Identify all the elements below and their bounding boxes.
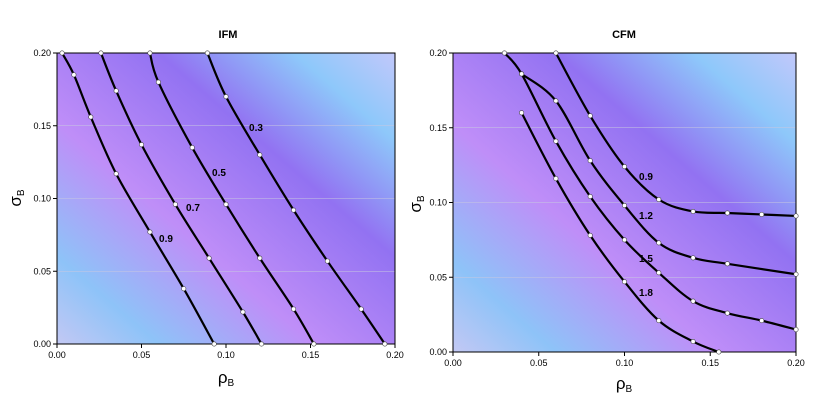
data-point — [716, 349, 722, 355]
data-point — [690, 298, 696, 304]
contour-label: 0.3 — [249, 123, 263, 134]
contour-label: 0.5 — [212, 168, 226, 179]
y-tick-label: 0.15 — [33, 121, 51, 131]
data-point — [724, 210, 730, 216]
x-tick-label: 0.05 — [530, 358, 548, 368]
data-point — [155, 79, 161, 85]
contour-label: 0.9 — [159, 234, 173, 245]
data-point — [621, 164, 627, 170]
chart-panel-cfm: CFM 0.00 0.05 0.10 0.15 0.20 0.00 0.05 0.10 0.15 0… — [406, 29, 805, 395]
data-point — [724, 310, 730, 316]
data-point — [519, 110, 525, 116]
data-point — [656, 197, 662, 203]
y-tick-label: 0.20 — [33, 48, 51, 58]
data-point — [656, 240, 662, 246]
x-tick-label: 0.00 — [48, 350, 66, 360]
data-point — [759, 318, 765, 324]
data-point — [113, 88, 119, 94]
chart-panel-ifm: IFM 0.00 0.05 0.10 0.15 0.20 0.00 0.05 0.10 0.15 0… — [6, 29, 404, 389]
y-axis-label: σB — [406, 195, 427, 213]
data-point — [587, 158, 593, 164]
data-point — [291, 306, 297, 312]
contour-label: 0.7 — [186, 203, 200, 214]
x-axis-label: ρB — [218, 368, 235, 389]
data-point — [240, 309, 246, 315]
data-point — [501, 50, 507, 56]
data-point — [553, 138, 559, 144]
x-tick-label: 0.20 — [787, 358, 805, 368]
data-point — [382, 341, 388, 347]
data-point — [587, 113, 593, 119]
contour-label: 0.9 — [639, 172, 653, 183]
x-tick-label: 0.15 — [701, 358, 719, 368]
x-tick-label: 0.20 — [386, 350, 404, 360]
data-point — [690, 255, 696, 261]
data-point — [358, 306, 364, 312]
data-point — [59, 50, 65, 56]
data-point — [98, 50, 104, 56]
data-point — [257, 152, 263, 158]
data-point — [553, 98, 559, 104]
data-point — [324, 258, 330, 264]
data-point — [621, 279, 627, 285]
data-point — [724, 261, 730, 267]
y-tick-label: 0.10 — [33, 194, 51, 204]
contour-label: 1.5 — [639, 254, 653, 265]
x-tick-label: 0.15 — [302, 350, 320, 360]
x-tick-label: 0.10 — [217, 350, 235, 360]
contour-label: 1.2 — [639, 211, 653, 222]
data-point — [88, 114, 94, 120]
data-point — [587, 232, 593, 238]
data-point — [793, 327, 799, 333]
y-tick-label: 0.10 — [429, 198, 447, 208]
y-tick-label: 0.00 — [429, 347, 447, 357]
data-point — [690, 208, 696, 214]
data-point — [257, 255, 263, 261]
chart-title: CFM — [612, 29, 636, 41]
data-point — [553, 50, 559, 56]
data-point — [656, 318, 662, 324]
contour-label: 1.8 — [639, 288, 653, 299]
data-point — [223, 201, 229, 207]
data-point — [258, 341, 264, 347]
series-line-1.5 — [503, 53, 796, 331]
data-point — [181, 286, 187, 292]
data-point — [291, 207, 297, 213]
y-tick-label: 0.15 — [429, 123, 447, 133]
data-point — [206, 255, 212, 261]
data-point — [172, 201, 178, 207]
data-point — [553, 176, 559, 182]
data-point — [621, 202, 627, 208]
x-tick-label: 0.10 — [616, 358, 634, 368]
y-tick-label: 0.20 — [429, 48, 447, 58]
data-point — [189, 145, 195, 151]
x-tick-label: 0.00 — [444, 358, 462, 368]
data-point — [690, 339, 696, 345]
data-point — [793, 271, 799, 277]
data-point — [211, 341, 217, 347]
data-point — [147, 50, 153, 56]
y-axis-label: σB — [6, 189, 27, 207]
data-point — [759, 211, 765, 217]
data-point — [519, 71, 525, 77]
x-axis-label: ρB — [616, 374, 633, 395]
data-point — [793, 213, 799, 219]
data-point — [223, 94, 229, 100]
data-point — [621, 237, 627, 243]
y-tick-label: 0.05 — [33, 266, 51, 276]
data-point — [587, 194, 593, 200]
x-tick-label: 0.05 — [133, 350, 151, 360]
chart-title: IFM — [219, 29, 238, 41]
y-tick-label: 0.00 — [33, 339, 51, 349]
data-point — [113, 171, 119, 177]
data-point — [311, 341, 317, 347]
data-point — [204, 50, 210, 56]
y-tick-label: 0.05 — [429, 272, 447, 282]
data-point — [656, 270, 662, 276]
data-point — [71, 72, 77, 78]
data-point — [139, 142, 145, 148]
data-point — [147, 229, 153, 235]
